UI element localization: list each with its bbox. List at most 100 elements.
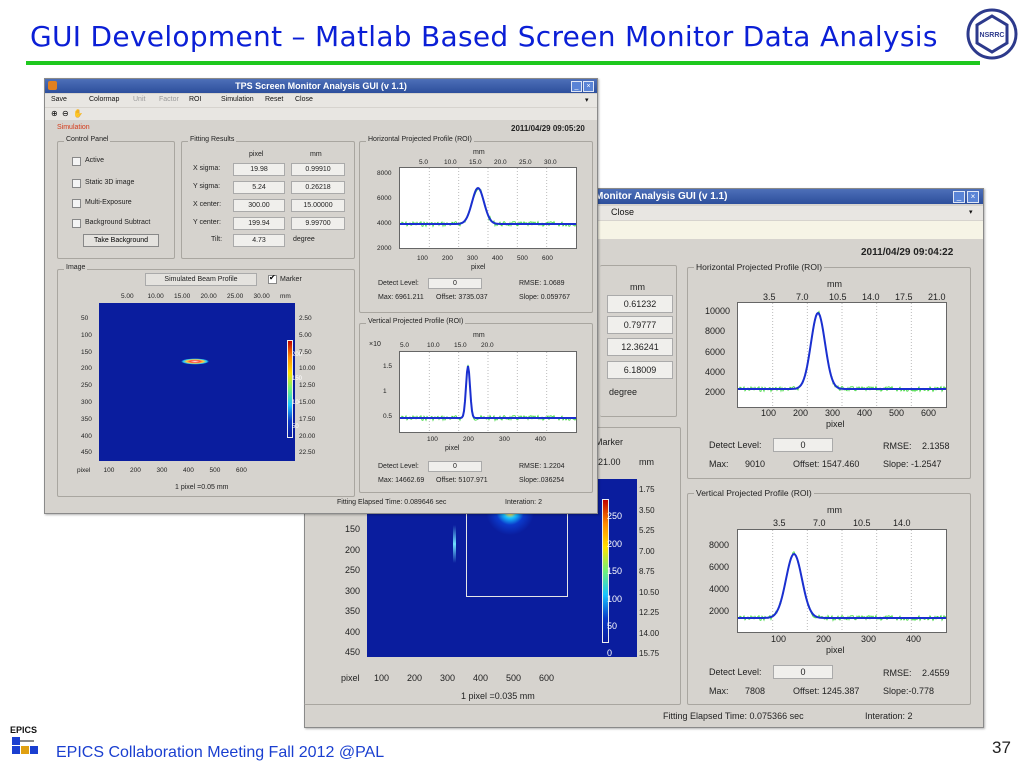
image-left-tick: 300 (81, 399, 92, 406)
image-right-tick: 22.50 (299, 449, 316, 457)
fitting-results-label: Fitting Results (188, 136, 237, 143)
fitting-row-label: Y sigma: (193, 183, 221, 190)
back-hprof-top-tick: 10.5 (829, 292, 847, 302)
front-hprof-top-tick: 20.0 (494, 159, 507, 166)
back-hprof-plot (737, 302, 947, 408)
fitting-row-pixel: 300.00 (233, 199, 285, 212)
front-vprof-detect-label: Detect Level: (378, 463, 419, 470)
image-left-tick: 450 (81, 449, 92, 457)
slide-title: GUI Development – Matlab Based Screen Mo… (30, 20, 938, 53)
static-3d-checkbox[interactable] (72, 179, 81, 188)
image-top-tick: 20.00 (200, 293, 217, 300)
fitting-row-pixel: 5.24 (233, 181, 285, 194)
front-vprof-label: Vertical Projected Profile (ROI) (366, 318, 466, 325)
image-panel-label: Image (64, 264, 88, 271)
front-menubar: Save Colormap Unit Factor ROI Simulation… (45, 94, 597, 107)
menu-save[interactable]: Save (51, 96, 67, 103)
close-icon[interactable]: × (583, 81, 594, 92)
front-vprof-fit-line (400, 365, 576, 419)
front-hprof-xlabel: pixel (471, 264, 486, 271)
minimize-icon[interactable]: _ (953, 191, 965, 203)
front-hprof-y-tick: 6000 (377, 195, 392, 202)
front-hprof-offset: Offset: 3735.037 (436, 294, 488, 301)
epics-logo-text: EPICS (10, 725, 37, 735)
image-bottom-tick: 100 (103, 467, 115, 474)
back-hprof-max-label: Max: (709, 459, 729, 469)
front-vprof-max: Max: 14662.69 (378, 477, 425, 484)
back-image-bottom-tick: 500 (506, 673, 522, 683)
front-hprof-top-tick: 10.0 (444, 159, 457, 166)
front-hprof-unit: mm (473, 149, 485, 156)
back-hprof-detect-input[interactable]: 0 (773, 438, 833, 452)
back-image-bottom-tick: pixel (341, 673, 360, 683)
back-hprof-x-tick: 400 (857, 408, 873, 418)
back-vprof-x-tick: 200 (816, 634, 832, 644)
front-hprof-detect-label: Detect Level: (378, 280, 419, 287)
back-vprof-slope: Slope:-0.778 (883, 686, 935, 696)
marker-label: Marker (280, 276, 302, 283)
footer-text: EPICS Collaboration Meeting Fall 2012 @P… (56, 744, 385, 761)
menu-factor[interactable]: Factor (159, 96, 179, 103)
back-vprof-plot (737, 529, 947, 633)
menu-close[interactable]: Close (295, 96, 313, 103)
back-hprof-y-tick: 8000 (705, 326, 726, 337)
menu-colormap[interactable]: Colormap (89, 96, 120, 103)
front-hprof-top-tick: 30.0 (544, 159, 557, 166)
front-hprof-detect-input[interactable]: 0 (428, 278, 482, 289)
front-vprof-offset: Offset: 5107.971 (436, 477, 488, 484)
back-mm-header: mm (630, 282, 645, 292)
active-checkbox[interactable] (72, 157, 81, 166)
back-mm-unit: mm (639, 457, 654, 467)
back-hprof-fit-line (738, 311, 946, 390)
multi-exposure-checkbox[interactable] (72, 199, 81, 208)
front-vprof-detect-input[interactable]: 0 (428, 461, 482, 472)
front-hprof-x-tick: 400 (492, 255, 503, 262)
image-top-tick: 25.00 (227, 293, 244, 300)
back-hprof-rmse-value: 2.1358 (922, 441, 950, 451)
take-background-button[interactable]: Take Background (83, 234, 159, 247)
back-image-left-tick: 150 (345, 524, 361, 534)
page-number: 37 (992, 738, 1011, 757)
front-vprof-x-tick: 100 (427, 436, 438, 443)
back-vprof-detect-input[interactable]: 0 (773, 665, 833, 679)
front-hprof-plot (399, 167, 577, 249)
back-hprof-y-tick: 2000 (705, 387, 726, 398)
image-left-tick: 250 (81, 382, 92, 390)
front-colorbar-200: 200 (292, 352, 303, 358)
marker-checkbox[interactable]: ✔ (268, 273, 277, 284)
back-elapsed-time: Fitting Elapsed Time: 0.075366 sec (663, 711, 804, 721)
zoom-in-icon[interactable]: ⊕ (51, 109, 58, 118)
back-vprof-xlabel: pixel (826, 645, 845, 655)
menu-unit[interactable]: Unit (133, 96, 146, 103)
back-hprof-top-tick: 17.5 (895, 292, 913, 302)
front-vprof-top-tick: 5.0 (400, 342, 410, 349)
back-hprof-top-tick: 7.0 (796, 292, 809, 302)
menu-roi[interactable]: ROI (189, 96, 202, 103)
zoom-out-icon[interactable]: ⊖ (62, 109, 69, 118)
fitting-row-pixel: 199.94 (233, 217, 285, 230)
profile-source-select[interactable]: Simulated Beam Profile (145, 273, 257, 286)
active-label: Active (85, 157, 105, 164)
back-image-right-tick: 5.25 (639, 526, 655, 535)
back-hprof-max-value: 9010 (745, 459, 766, 469)
background-subtract-checkbox[interactable] (72, 219, 81, 228)
back-image-right-tick: 7.00 (639, 546, 655, 556)
fitting-mm-header: mm (310, 151, 322, 158)
back-vprof-data-line (738, 551, 946, 622)
menu-reset[interactable]: Reset (265, 96, 284, 103)
minimize-icon[interactable]: _ (571, 81, 582, 92)
back-hprof-y-tick: 10000 (705, 306, 731, 316)
front-vprof-y-tick: 0.5 (383, 413, 393, 420)
back-vprof-fit-line (738, 552, 946, 619)
menu-overflow-icon[interactable]: ▾ (969, 209, 973, 216)
epics-logo-icon: EPICS (10, 725, 38, 754)
menu-close[interactable]: Close (611, 207, 635, 217)
front-window-titlebar[interactable]: TPS Screen Monitor Analysis GUI (v 1.1) (45, 79, 597, 93)
menu-simulation[interactable]: Simulation (221, 96, 254, 103)
menu-overflow-icon[interactable]: ▾ (585, 97, 589, 104)
front-vprof-plot (399, 351, 577, 433)
pan-hand-icon[interactable]: ✋ (73, 109, 83, 118)
image-right-tick: 2.50 (299, 315, 312, 322)
image-top-tick: 5.00 (121, 293, 134, 300)
close-icon[interactable]: × (967, 191, 979, 203)
